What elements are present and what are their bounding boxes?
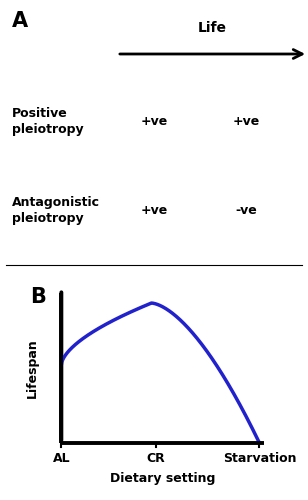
Text: +ve: +ve — [140, 115, 168, 128]
Text: Life: Life — [198, 21, 227, 35]
Text: +ve: +ve — [140, 204, 168, 217]
Text: Lifespan: Lifespan — [26, 338, 38, 398]
Text: Positive
pleiotropy: Positive pleiotropy — [12, 107, 84, 136]
Text: A: A — [12, 11, 28, 31]
Text: Dietary setting: Dietary setting — [110, 472, 215, 484]
Text: Antagonistic
pleiotropy: Antagonistic pleiotropy — [12, 196, 100, 225]
Text: CR: CR — [147, 452, 165, 465]
Text: Starvation: Starvation — [223, 452, 296, 465]
Text: -ve: -ve — [236, 204, 257, 217]
Text: AL: AL — [53, 452, 70, 465]
Text: +ve: +ve — [233, 115, 260, 128]
Text: B: B — [30, 286, 46, 306]
